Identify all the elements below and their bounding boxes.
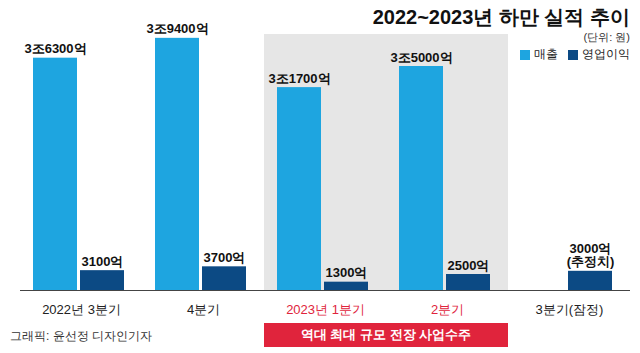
svg-text:2500억: 2500억 [448, 258, 490, 273]
html-text:그래픽: 윤선정 디자인기자: 그래픽: 윤선정 디자인기자 [10, 329, 152, 343]
svg-text:3700억: 3700억 [204, 250, 246, 265]
svg-text:3분기(잠정): 3분기(잠정) [536, 302, 604, 317]
svg-text:4분기: 4분기 [187, 302, 220, 317]
svg-text:3000억(추정치): 3000억(추정치) [567, 241, 615, 269]
svg-text:1300억: 1300억 [326, 265, 368, 280]
svg-text:3조9400억: 3조9400억 [146, 21, 208, 36]
svg-text:3조1700억: 3조1700억 [268, 71, 330, 86]
svg-text:3조6300억: 3조6300억 [24, 41, 86, 56]
svg-text:3조5000억: 3조5000억 [390, 50, 452, 65]
html-text:매출: 매출 [534, 47, 558, 61]
svg-text:2분기: 2분기 [431, 302, 464, 317]
html-text:2022~2023년 하만 실적 추이: 2022~2023년 하만 실적 추이 [372, 6, 630, 28]
html-text:역대 최대 규모 전장 사업수주: 역대 최대 규모 전장 사업수주 [300, 327, 472, 342]
svg-text:2022년 3분기: 2022년 3분기 [42, 302, 121, 317]
html-text:영업이익: 영업이익 [582, 47, 630, 61]
svg-text:3100억: 3100억 [82, 254, 124, 269]
svg-text:2023년 1분기: 2023년 1분기 [286, 302, 365, 317]
html-text:(단위: 원): (단위: 원) [583, 31, 630, 43]
